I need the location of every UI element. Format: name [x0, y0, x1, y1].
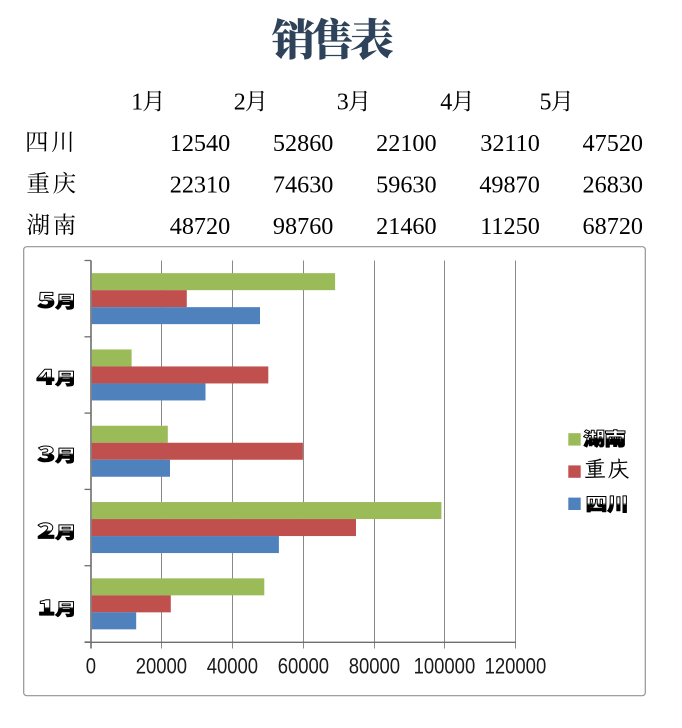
svg-text:60000: 60000 [278, 655, 329, 679]
svg-text:32110: 32110 [480, 130, 540, 157]
svg-text:12540: 12540 [170, 130, 230, 157]
svg-text:20000: 20000 [136, 655, 187, 679]
svg-text:5: 5 [540, 90, 552, 116]
svg-text:68720: 68720 [583, 213, 643, 240]
svg-text:21460: 21460 [376, 213, 436, 240]
svg-text:26830: 26830 [583, 172, 643, 199]
svg-text:120000: 120000 [485, 655, 547, 679]
svg-text:74630: 74630 [273, 172, 333, 199]
svg-text:98760: 98760 [273, 213, 333, 240]
svg-text:1: 1 [131, 90, 143, 116]
svg-text:59630: 59630 [376, 172, 436, 199]
svg-text:80000: 80000 [349, 655, 400, 679]
svg-text:47520: 47520 [583, 130, 643, 157]
svg-text:48720: 48720 [170, 213, 230, 240]
svg-text:11250: 11250 [480, 213, 540, 240]
svg-text:40000: 40000 [207, 655, 258, 679]
svg-text:22310: 22310 [170, 172, 230, 199]
svg-text:22100: 22100 [376, 130, 436, 157]
svg-text:52860: 52860 [273, 130, 333, 157]
svg-text:3: 3 [337, 90, 349, 116]
svg-text:100000: 100000 [414, 655, 476, 679]
svg-text:0: 0 [86, 655, 96, 679]
svg-text:2: 2 [234, 90, 246, 116]
svg-text:4: 4 [440, 90, 452, 116]
svg-text:49870: 49870 [479, 172, 539, 199]
